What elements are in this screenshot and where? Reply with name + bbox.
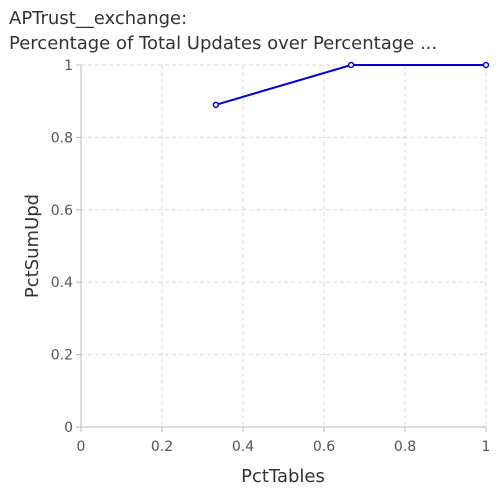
axes [80,65,486,428]
x-tick-label: 1 [482,439,491,455]
y-tick-label: 0.2 [51,348,73,364]
y-axis-title: PctSumUpd [22,194,43,298]
series-layer [212,61,490,109]
y-tick-label: 0.6 [51,203,73,219]
y-tick-label: 1 [64,58,73,74]
x-tick-labels: 0 0.2 0.4 0.6 0.8 1 [77,427,491,455]
y-tick-label: 0.4 [51,275,73,291]
x-axis-title: PctTables [241,466,325,487]
y-tick-label: 0 [64,420,73,436]
y-tick-labels: 0 0.2 0.4 0.6 0.8 1 [51,58,81,436]
chart-title-line-2: Percentage of Total Updates over Percent… [9,33,438,54]
x-tick-label: 0.6 [313,439,335,455]
x-tick-label: 0.2 [151,439,173,455]
series-line [215,64,486,106]
data-point [212,101,220,109]
x-tick-label: 0.8 [394,439,416,455]
chart-title-line-1: APTrust__exchange: [9,8,188,29]
y-tick-label: 0.8 [51,130,73,146]
x-tick-label: 0.4 [232,439,254,455]
grid [81,64,487,427]
data-point [482,61,490,69]
x-tick-label: 0 [77,439,86,455]
data-point [347,61,355,69]
